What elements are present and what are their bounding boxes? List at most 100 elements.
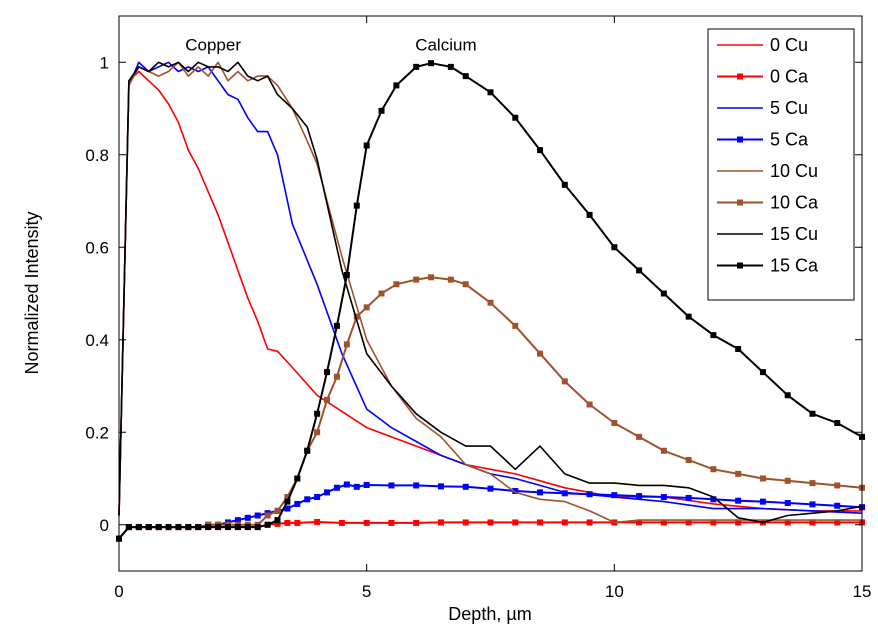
data-point-10-ca — [274, 507, 281, 514]
data-point-0-ca — [636, 519, 643, 526]
y-tick-label: 0.8 — [85, 146, 109, 165]
data-point-10-ca — [487, 299, 494, 306]
data-point-10-ca — [834, 482, 841, 489]
data-point-10-ca — [363, 304, 370, 311]
data-point-0-ca — [561, 519, 568, 526]
annotations: Copper Calcium — [185, 36, 476, 55]
legend-label-10-cu: 10 Cu — [770, 161, 818, 181]
data-point-10-ca — [314, 429, 321, 436]
data-point-5-ca — [294, 500, 301, 507]
data-point-10-ca — [393, 281, 400, 288]
data-point-5-ca — [784, 500, 791, 507]
data-point-15-ca — [537, 147, 544, 154]
data-point-10-ca — [264, 512, 271, 519]
data-point-10-ca — [561, 378, 568, 385]
data-point-15-ca — [809, 410, 816, 417]
data-point-15-ca — [274, 517, 281, 524]
data-point-10-ca — [413, 276, 420, 283]
x-tick-label: 0 — [114, 582, 123, 601]
data-point-0-ca — [274, 520, 281, 527]
data-point-10-ca — [284, 494, 291, 500]
data-point-15-ca — [710, 332, 717, 339]
data-point-10-ca — [353, 313, 360, 320]
legend-label-15-ca: 15 Ca — [770, 256, 819, 276]
data-point-5-ca — [809, 501, 816, 508]
data-point-10-ca — [685, 457, 692, 463]
data-point-5-ca — [324, 489, 331, 496]
data-point-15-ca — [254, 524, 261, 531]
data-point-0-ca — [487, 519, 494, 526]
x-tick-label: 10 — [605, 582, 624, 601]
legend-label-5-cu: 5 Cu — [770, 98, 808, 118]
data-point-15-ca — [428, 60, 435, 67]
y-tick-label: 0 — [100, 516, 109, 535]
legend-marker-15-ca — [737, 262, 743, 269]
legend-label-15-cu: 15 Cu — [770, 224, 818, 244]
data-point-10-ca — [333, 373, 340, 380]
data-point-5-ca — [353, 483, 360, 490]
x-axis-title: Depth, µm — [448, 604, 531, 624]
data-point-15-ca — [512, 114, 519, 121]
data-point-5-ca — [363, 481, 370, 488]
data-point-15-ca — [324, 369, 331, 376]
y-axis-title: Normalized Intensity — [22, 211, 42, 374]
data-point-5-ca — [487, 485, 494, 492]
data-point-0-ca — [685, 519, 692, 526]
data-point-15-ca — [735, 346, 742, 352]
data-point-15-ca — [175, 524, 182, 531]
data-point-15-ca — [244, 524, 251, 531]
data-point-0-ca — [437, 519, 444, 526]
data-point-5-ca — [685, 494, 692, 501]
data-point-10-ca — [343, 341, 350, 348]
data-point-15-ca — [155, 524, 162, 531]
data-point-15-ca — [636, 267, 643, 274]
data-point-15-ca — [135, 524, 142, 531]
data-point-0-ca — [388, 519, 395, 526]
data-point-10-ca — [586, 401, 593, 408]
data-point-5-ca — [660, 494, 667, 500]
data-point-15-ca — [660, 290, 667, 297]
data-point-15-ca — [353, 202, 360, 209]
data-point-0-ca — [809, 519, 816, 526]
legend-marker-5-ca — [737, 136, 743, 143]
data-point-15-ca — [759, 369, 766, 376]
data-point-5-ca — [586, 491, 593, 498]
series-line-15-cu — [118, 61, 863, 524]
data-point-15-ca — [487, 89, 494, 96]
data-point-0-ca — [462, 519, 469, 526]
y-tick-label: 0.2 — [85, 423, 109, 442]
data-point-0-ca — [834, 519, 841, 526]
x-tick-label: 15 — [853, 582, 872, 601]
data-point-15-ca — [205, 524, 212, 531]
data-point-5-ca — [413, 482, 420, 489]
data-point-0-ca — [413, 519, 420, 526]
data-point-15-ca — [784, 392, 791, 399]
data-point-5-ca — [462, 483, 469, 490]
data-point-15-ca — [224, 524, 231, 531]
legend: 0 Cu 0 Ca 5 Cu 5 Ca 10 Cu 10 Ca 15 Cu 15 Ca — [707, 28, 855, 301]
data-point-15-ca — [834, 420, 841, 426]
data-point-10-ca — [809, 480, 816, 487]
data-point-5-ca — [710, 496, 717, 503]
data-point-5-ca — [437, 483, 444, 490]
data-point-15-ca — [343, 272, 350, 278]
data-point-10-ca — [462, 281, 469, 288]
data-point-5-ca — [561, 490, 568, 497]
data-point-0-ca — [363, 519, 370, 526]
data-point-5-ca — [537, 489, 544, 496]
data-point-15-ca — [462, 73, 469, 80]
data-point-5-ca — [254, 512, 261, 519]
y-tick-label: 0.4 — [85, 331, 109, 350]
data-point-0-ca — [314, 518, 321, 525]
legend-label-10-ca: 10 Ca — [770, 193, 819, 213]
data-point-15-ca — [125, 524, 132, 531]
data-point-5-ca — [304, 496, 311, 503]
data-point-15-ca — [393, 82, 400, 89]
y-tick-label: 1 — [100, 53, 109, 72]
data-point-5-ca — [759, 498, 766, 505]
data-point-5-ca — [314, 494, 321, 500]
data-point-15-ca — [264, 521, 271, 528]
data-point-5-ca — [333, 484, 340, 491]
data-point-5-ca — [284, 505, 291, 512]
data-point-0-ca — [338, 519, 345, 526]
